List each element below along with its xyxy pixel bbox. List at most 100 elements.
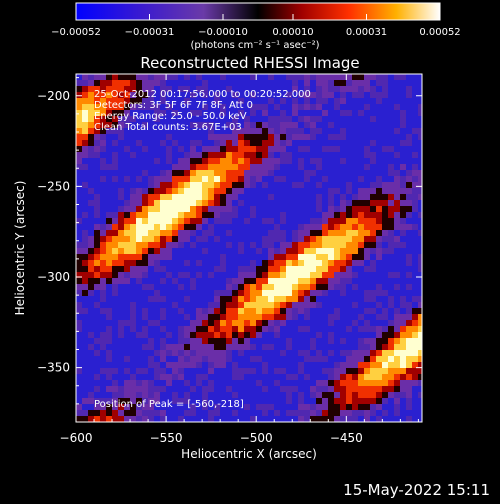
heatmap-cell (298, 404, 305, 411)
heatmap-cell (328, 134, 335, 141)
heatmap-cell (418, 164, 422, 171)
heatmap-cell (292, 356, 299, 363)
heatmap-cell (100, 254, 107, 261)
heatmap-cell (328, 308, 335, 315)
heatmap-cell (250, 140, 257, 147)
heatmap-cell (208, 356, 215, 363)
heatmap-cell (112, 290, 119, 297)
heatmap-cell (352, 134, 359, 141)
heatmap-cell (334, 212, 341, 219)
heatmap-cell (76, 152, 83, 159)
heatmap-cell (244, 92, 251, 99)
heatmap-cell (400, 302, 407, 309)
heatmap-cell (352, 122, 359, 129)
heatmap-cell (118, 302, 125, 309)
heatmap-cell (358, 146, 365, 153)
heatmap-cell (82, 398, 89, 405)
heatmap-cell (268, 302, 275, 309)
heatmap-cell (112, 404, 119, 411)
heatmap-cell (124, 152, 131, 159)
heatmap-cell (172, 200, 179, 207)
heatmap-cell (142, 122, 149, 129)
heatmap-cell (310, 218, 317, 225)
heatmap-cell (358, 320, 365, 327)
heatmap-cell (172, 296, 179, 303)
heatmap-cell (154, 344, 161, 351)
heatmap-cell (316, 332, 323, 339)
heatmap-cell (328, 278, 335, 285)
heatmap-cell (304, 338, 311, 345)
heatmap-cell (268, 380, 275, 387)
heatmap-cell (178, 182, 185, 189)
heatmap-cell (256, 278, 263, 285)
heatmap-cell (268, 92, 275, 99)
heatmap-cell (118, 296, 125, 303)
heatmap-cell (88, 122, 95, 129)
heatmap-cell (106, 188, 113, 195)
heatmap-cell (178, 104, 185, 111)
heatmap-cell (130, 158, 137, 165)
heatmap-cell (388, 284, 395, 291)
heatmap-cell (172, 182, 179, 189)
heatmap-cell (202, 398, 209, 405)
heatmap-cell (328, 176, 335, 183)
heatmap-cell (244, 368, 251, 375)
heatmap-cell (358, 410, 365, 417)
heatmap-cell (394, 272, 401, 279)
heatmap-cell (106, 410, 113, 417)
heatmap-cell (268, 356, 275, 363)
heatmap-cell (322, 320, 329, 327)
heatmap-cell (334, 230, 341, 237)
heatmap-cell (184, 188, 191, 195)
heatmap-cell (418, 284, 422, 291)
heatmap-cell (94, 338, 101, 345)
heatmap-cell (256, 128, 263, 135)
heatmap-cell (346, 92, 353, 99)
heatmap-cell (136, 416, 143, 422)
heatmap-cell (406, 110, 413, 117)
heatmap-cell (304, 218, 311, 225)
heatmap-cell (82, 374, 89, 381)
heatmap-cell (334, 386, 341, 393)
heatmap-cell (166, 86, 173, 93)
heatmap-cell (256, 350, 263, 357)
heatmap-cell (196, 188, 203, 195)
heatmap-cell (340, 194, 347, 201)
heatmap-cell (334, 218, 341, 225)
heatmap-cell (178, 98, 185, 105)
heatmap-cell (370, 242, 377, 249)
heatmap-cell (154, 74, 161, 81)
heatmap-cell (196, 98, 203, 105)
heatmap-cell (184, 134, 191, 141)
heatmap-cell (214, 392, 221, 399)
heatmap-cell (172, 386, 179, 393)
heatmap-cell (394, 278, 401, 285)
heatmap-cell (172, 170, 179, 177)
heatmap-cell (364, 290, 371, 297)
heatmap-cell (292, 188, 299, 195)
heatmap-cell (226, 362, 233, 369)
heatmap-cell (298, 254, 305, 261)
heatmap-cell (394, 224, 401, 231)
heatmap-cell (304, 122, 311, 129)
heatmap-cell (274, 110, 281, 117)
heatmap-cell (298, 122, 305, 129)
heatmap-cell (208, 182, 215, 189)
heatmap-cell (82, 74, 89, 81)
heatmap-cell (346, 218, 353, 225)
heatmap-cell (172, 416, 179, 422)
heatmap-cell (196, 224, 203, 231)
heatmap-cell (394, 134, 401, 141)
heatmap-cell (382, 314, 389, 321)
heatmap-cell (214, 374, 221, 381)
heatmap-cell (184, 200, 191, 207)
heatmap-cell (400, 128, 407, 135)
heatmap-cell (406, 374, 413, 381)
heatmap-cell (334, 140, 341, 147)
heatmap-cell (400, 386, 407, 393)
heatmap-cell (82, 344, 89, 351)
heatmap-cell (250, 410, 257, 417)
heatmap-cell (226, 146, 233, 153)
heatmap-cell (100, 170, 107, 177)
heatmap-cell (328, 344, 335, 351)
